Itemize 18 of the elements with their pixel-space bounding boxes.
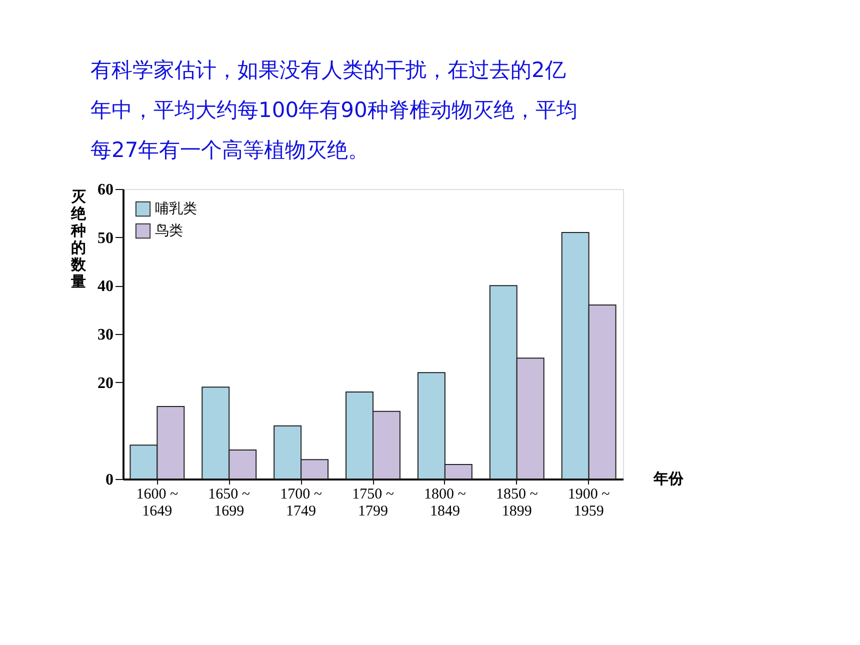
legend-label: 鸟类: [155, 223, 183, 239]
x-tick-label: 1650 ~ 1699: [208, 486, 250, 520]
y-tick-label: 50: [98, 230, 114, 247]
legend-label: 哺乳类: [155, 201, 197, 217]
y-tick-label: 40: [98, 278, 114, 296]
y-tick-label: 0: [106, 472, 114, 488]
x-tick-label: 1850 ~ 1899: [496, 486, 538, 520]
y-tick-label: 30: [98, 326, 114, 344]
x-tick-label: 1700 ~ 1749: [280, 486, 322, 520]
y-axis-title: 灭绝种的数量: [70, 188, 87, 290]
x-tick-label: 1800 ~ 1849: [424, 486, 466, 520]
x-tick-label: 1600 ~ 1649: [136, 486, 178, 520]
x-tick-label: 1750 ~ 1799: [352, 486, 394, 520]
y-tick-label: 60: [98, 182, 114, 198]
x-tick-label: 1900 ~ 1959: [568, 486, 610, 520]
chart-title: 有科学家估计，如果没有人类的干扰，在过去的2亿年中，平均大约每100年有90种脊椎动物灭绝，平均每27年有一个高等植物灭绝。: [90, 58, 578, 162]
y-tick-label: 20: [98, 374, 114, 392]
x-axis-title: 年份: [652, 470, 684, 488]
